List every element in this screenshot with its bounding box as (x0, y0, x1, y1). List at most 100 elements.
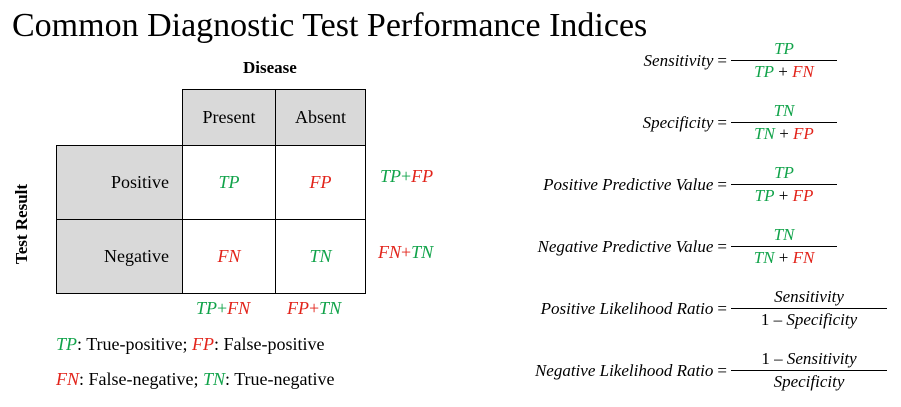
equals-sign: = (717, 360, 727, 380)
cell-false-positive: FP (275, 145, 366, 220)
row-total-negative: FN+TN (378, 242, 433, 263)
equals-sign: = (717, 50, 727, 70)
legend-fp-abbr: FP (192, 334, 215, 354)
denominator: TN + FP (752, 123, 816, 145)
fraction-bar (731, 184, 837, 185)
cell-true-positive: TP (182, 145, 276, 220)
legend-tp-abbr: TP (56, 334, 78, 354)
formula-specificity: Specificity = TN TN + FP (643, 100, 837, 145)
row-positive: Positive (56, 145, 183, 220)
fraction: TN TN + FN (731, 224, 837, 269)
column-absent-label: Absent (295, 107, 346, 127)
plus-sign: + (309, 298, 320, 318)
row-total-positive-left: TP (380, 166, 402, 186)
col-total-present: TP+FN (196, 298, 250, 319)
denominator: TP + FP (753, 185, 816, 207)
fraction: TN TN + FP (731, 100, 837, 145)
numerator-term: Sensitivity (786, 349, 857, 368)
denominator-term-a: TN (754, 124, 775, 143)
col-total-present-left: TP (196, 298, 218, 318)
test-result-header: Test Result (12, 183, 31, 265)
fraction: TP TP + FP (731, 162, 837, 207)
fraction: TP TP + FN (731, 38, 837, 83)
fn-label: FN (217, 246, 241, 266)
formula-npv: Negative Predictive Value = TN TN + FN (537, 224, 837, 269)
row-negative: Negative (56, 219, 183, 294)
fraction-bar (731, 60, 837, 61)
plus-sign: + (774, 186, 793, 205)
formula-label: Specificity (642, 112, 714, 132)
denominator-term-a: TP (754, 186, 775, 205)
disease-header: Disease (243, 58, 297, 77)
row-total-negative-left: FN (378, 242, 402, 262)
fraction: Sensitivity 1 – Specificity (731, 286, 887, 331)
denominator-term-b: FN (792, 62, 814, 81)
one-minus: 1 – (760, 310, 787, 329)
denominator: TN + FN (752, 247, 817, 269)
column-present-label: Present (202, 107, 256, 127)
denominator-term-b: FP (792, 186, 814, 205)
formula-label: Positive Predictive Value (543, 174, 714, 194)
row-total-negative-right: TN (411, 242, 434, 262)
fraction-bar (731, 122, 837, 123)
formula-ppv: Positive Predictive Value = TP TP + FP (543, 162, 837, 207)
formula-label: Negative Predictive Value (537, 236, 714, 256)
denominator-term-b: FP (793, 124, 814, 143)
plus-sign: + (774, 124, 794, 143)
formula-sensitivity: Sensitivity = TP TP + FN (644, 38, 837, 83)
plus-sign: + (217, 298, 228, 318)
tn-label: TN (309, 246, 332, 266)
row-negative-label: Negative (104, 246, 169, 266)
equals-sign: = (717, 298, 727, 318)
numerator: TP (774, 39, 794, 58)
denominator-term-b: FN (792, 248, 815, 267)
equals-sign: = (717, 112, 727, 132)
col-total-absent: FP+TN (287, 298, 341, 319)
denominator-term-a: TP (754, 62, 774, 81)
plus-sign: + (401, 166, 412, 186)
denominator: 1 – Specificity (759, 309, 859, 331)
numerator: TP (774, 163, 794, 182)
plus-sign: + (401, 242, 412, 262)
cell-true-negative: TN (275, 219, 366, 294)
denominator-term-a: TN (753, 248, 775, 267)
col-total-absent-left: FP (287, 298, 309, 318)
numerator: TN (773, 101, 795, 120)
plus-sign: + (774, 62, 793, 81)
legend-fn-abbr: FN (56, 369, 80, 389)
fraction-bar (731, 370, 887, 371)
equals-sign: = (717, 174, 727, 194)
page-title: Common Diagnostic Test Performance Indic… (12, 7, 648, 44)
denominator-term: Specificity (786, 310, 858, 329)
col-total-absent-right: TN (319, 298, 342, 318)
fp-label: FP (309, 172, 332, 192)
legend-line-2: FN: False-negative; TN: True-negative (56, 369, 335, 390)
formula-positive-likelihood-ratio: Positive Likelihood Ratio = Sensitivity 1… (541, 286, 887, 331)
fraction-bar (731, 246, 837, 247)
denominator: TP + FN (752, 61, 816, 83)
row-positive-label: Positive (110, 172, 169, 192)
fraction: 1 – Sensitivity Specificity (731, 348, 887, 393)
column-absent: Absent (275, 89, 366, 146)
legend-fn-text: : False-negative; (79, 369, 203, 389)
column-present: Present (182, 89, 276, 146)
legend-tn-text: : True-negative (225, 369, 335, 389)
legend-tp-text: : True-positive; (77, 334, 193, 354)
row-total-positive-right: FP (411, 166, 434, 186)
cell-false-negative: FN (182, 219, 276, 294)
one-minus: 1 – (761, 349, 787, 368)
formula-label: Sensitivity (643, 50, 714, 70)
plus-sign: + (774, 248, 793, 267)
formula-label: Positive Likelihood Ratio (540, 298, 714, 318)
legend-fp-text: : False-positive (214, 334, 325, 354)
numerator: Sensitivity (774, 287, 844, 306)
numerator: TN (773, 225, 795, 244)
legend-line-1: TP: True-positive; FP: False-positive (56, 334, 325, 355)
col-total-present-right: FN (227, 298, 251, 318)
numerator: 1 – Sensitivity (759, 348, 858, 370)
fraction-bar (731, 308, 887, 309)
tp-label: TP (218, 172, 240, 192)
legend-tn-abbr: TN (202, 369, 226, 389)
row-total-positive: TP+FP (380, 166, 433, 187)
formula-negative-likelihood-ratio: Negative Likelihood Ratio = 1 – Sensitivi… (535, 348, 887, 393)
